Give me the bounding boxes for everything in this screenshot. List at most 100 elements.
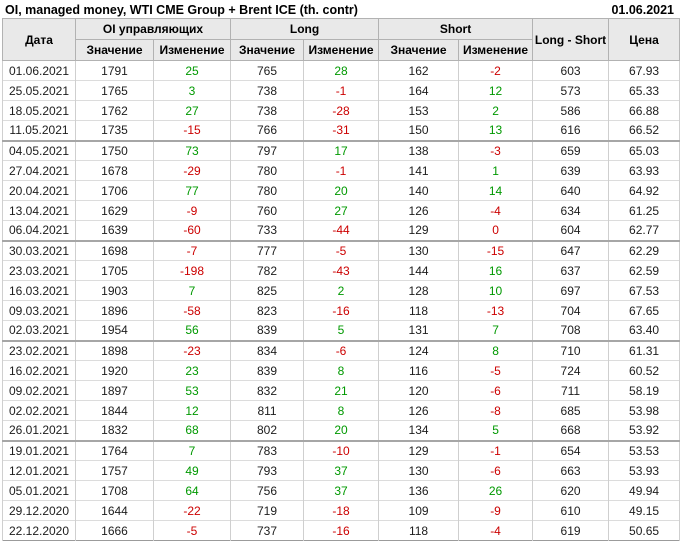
long-value-cell: 777 — [230, 239, 305, 261]
short-change-cell: -4 — [458, 520, 534, 541]
long-short-cell: 604 — [532, 220, 610, 241]
oi-change-cell: -29 — [152, 160, 232, 181]
short-value-cell: 128 — [378, 280, 460, 301]
short-value-cell: 131 — [378, 320, 460, 341]
oi-value-cell: 1644 — [75, 500, 154, 521]
date-cell: 22.12.2020 — [2, 520, 76, 541]
short-change-cell: 1 — [458, 160, 534, 181]
long-short-cell: 647 — [532, 239, 610, 261]
title-bar: OI, managed money, WTI CME Group + Brent… — [0, 0, 680, 18]
oi-value-cell: 1629 — [75, 200, 154, 221]
oi-change-cell: 64 — [152, 480, 232, 501]
short-change-cell: -15 — [458, 239, 534, 261]
long-change-cell: -44 — [303, 220, 380, 241]
long-change-cell: -43 — [303, 260, 380, 281]
short-value-cell: 153 — [378, 100, 460, 121]
short-value-cell: 150 — [378, 120, 460, 141]
price-cell: 62.29 — [608, 239, 680, 261]
oi-value-cell: 1765 — [75, 80, 154, 101]
oi-value-cell: 1705 — [75, 260, 154, 281]
short-value-cell: 129 — [378, 439, 460, 461]
date-cell: 29.12.2020 — [2, 500, 76, 521]
long-change-cell: 21 — [303, 380, 380, 401]
short-change-cell: -3 — [458, 139, 534, 161]
long-short-cell: 639 — [532, 160, 610, 181]
subheader-oi-change: Изменение — [152, 39, 232, 61]
long-value-cell: 832 — [230, 380, 305, 401]
long-short-cell: 724 — [532, 360, 610, 381]
column-header-price: Цена — [608, 18, 680, 61]
oi-change-cell: 23 — [152, 360, 232, 381]
long-value-cell: 802 — [230, 420, 305, 441]
oi-value-cell: 1897 — [75, 380, 154, 401]
report-title: OI, managed money, WTI CME Group + Brent… — [5, 2, 358, 17]
short-change-cell: -9 — [458, 500, 534, 521]
table-row: 25.05.2021 1765 3 738 -1 164 12 573 65.33 — [2, 80, 680, 101]
long-change-cell: -16 — [303, 300, 380, 321]
oi-value-cell: 1791 — [75, 60, 154, 81]
oi-change-cell: -7 — [152, 239, 232, 261]
date-cell: 20.04.2021 — [2, 180, 76, 201]
long-change-cell: 37 — [303, 460, 380, 481]
long-change-cell: -18 — [303, 500, 380, 521]
date-cell: 26.01.2021 — [2, 420, 76, 441]
long-short-cell: 704 — [532, 300, 610, 321]
date-cell: 30.03.2021 — [2, 239, 76, 261]
short-change-cell: -13 — [458, 300, 534, 321]
short-value-cell: 126 — [378, 200, 460, 221]
long-change-cell: -10 — [303, 439, 380, 461]
long-value-cell: 760 — [230, 200, 305, 221]
table-row: 27.04.2021 1678 -29 780 -1 141 1 639 63.93 — [2, 160, 680, 181]
long-change-cell: -6 — [303, 339, 380, 361]
date-cell: 09.03.2021 — [2, 300, 76, 321]
short-value-cell: 129 — [378, 220, 460, 241]
price-cell: 65.33 — [608, 80, 680, 101]
long-short-cell: 640 — [532, 180, 610, 201]
long-change-cell: -1 — [303, 160, 380, 181]
oi-value-cell: 1762 — [75, 100, 154, 121]
long-change-cell: 8 — [303, 360, 380, 381]
oi-change-cell: -15 — [152, 120, 232, 141]
oi-change-cell: 3 — [152, 80, 232, 101]
short-change-cell: -2 — [458, 60, 534, 81]
short-change-cell: 0 — [458, 220, 534, 241]
oi-change-cell: 25 — [152, 60, 232, 81]
long-value-cell: 780 — [230, 180, 305, 201]
long-value-cell: 834 — [230, 339, 305, 361]
short-value-cell: 141 — [378, 160, 460, 181]
date-cell: 02.02.2021 — [2, 400, 76, 421]
short-value-cell: 140 — [378, 180, 460, 201]
date-cell: 19.01.2021 — [2, 439, 76, 461]
long-short-cell: 711 — [532, 380, 610, 401]
date-cell: 12.01.2021 — [2, 460, 76, 481]
table-row: 16.02.2021 1920 23 839 8 116 -5 724 60.52 — [2, 360, 680, 381]
table-row: 02.02.2021 1844 12 811 8 126 -8 685 53.98 — [2, 400, 680, 421]
table-row: 05.01.2021 1708 64 756 37 136 26 620 49.94 — [2, 480, 680, 501]
short-value-cell: 164 — [378, 80, 460, 101]
oi-change-cell: -23 — [152, 339, 232, 361]
oi-value-cell: 1708 — [75, 480, 154, 501]
subheader-long-change: Изменение — [303, 39, 380, 61]
price-cell: 62.59 — [608, 260, 680, 281]
oi-change-cell: -58 — [152, 300, 232, 321]
table-row: 12.01.2021 1757 49 793 37 130 -6 663 53.93 — [2, 460, 680, 481]
group-header-short: Short — [378, 18, 534, 40]
long-short-cell: 637 — [532, 260, 610, 281]
price-cell: 53.92 — [608, 420, 680, 441]
long-change-cell: 2 — [303, 280, 380, 301]
price-cell: 65.03 — [608, 139, 680, 161]
long-short-cell: 708 — [532, 320, 610, 341]
short-change-cell: 5 — [458, 420, 534, 441]
oi-value-cell: 1750 — [75, 139, 154, 161]
table-row: 02.03.2021 1954 56 839 5 131 7 708 63.40 — [2, 320, 680, 341]
table-row: 13.04.2021 1629 -9 760 27 126 -4 634 61.25 — [2, 200, 680, 221]
short-change-cell: 12 — [458, 80, 534, 101]
date-cell: 06.04.2021 — [2, 220, 76, 241]
long-short-cell: 634 — [532, 200, 610, 221]
oi-change-cell: 49 — [152, 460, 232, 481]
short-change-cell: -6 — [458, 380, 534, 401]
long-change-cell: 17 — [303, 139, 380, 161]
short-change-cell: 2 — [458, 100, 534, 121]
short-change-cell: 26 — [458, 480, 534, 501]
long-change-cell: 20 — [303, 180, 380, 201]
